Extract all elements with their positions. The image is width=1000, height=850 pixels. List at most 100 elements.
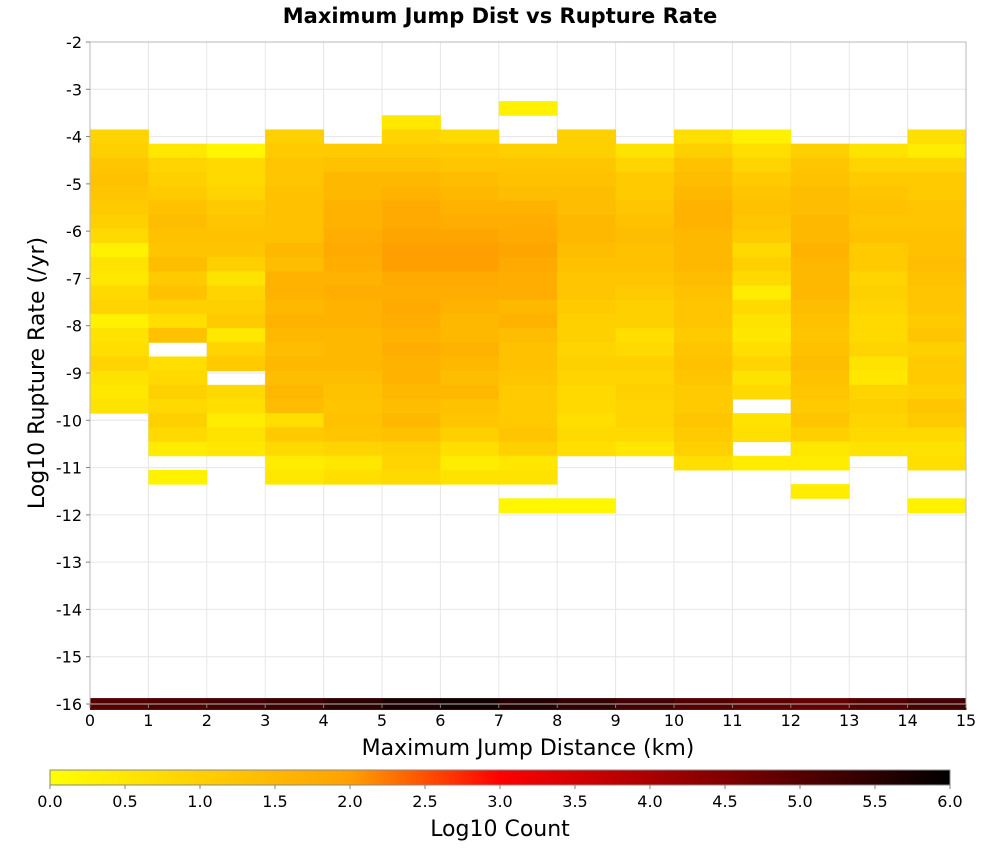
heatmap-cell (790, 413, 850, 428)
heatmap-cell (557, 143, 617, 159)
heatmap-cell (90, 242, 149, 258)
heatmap-cell (206, 157, 266, 173)
heatmap-cell (849, 356, 909, 372)
heatmap-cell (498, 413, 558, 428)
heatmap-cell (382, 328, 441, 343)
heatmap-cell (382, 427, 441, 443)
heatmap-cell (206, 299, 266, 315)
heatmap-cell (206, 413, 266, 428)
colorbar-tick-label: 3.5 (562, 792, 587, 811)
heatmap-cell (674, 356, 733, 372)
heatmap-cell (557, 214, 617, 230)
heatmap-cell (148, 328, 208, 343)
heatmap-cell (440, 441, 500, 457)
heatmap-cell (849, 200, 909, 216)
heatmap-cell (265, 455, 325, 471)
heatmap-cell (90, 186, 149, 201)
heatmap-cell (615, 328, 675, 343)
colorbar-tick-label: 4.5 (712, 792, 737, 811)
heatmap-cell (849, 143, 909, 159)
heatmap-cell (674, 299, 733, 315)
heatmap-cell (907, 214, 967, 230)
heatmap-cell (907, 384, 967, 400)
heatmap-cell (498, 271, 558, 287)
colorbar-ticks: 0.0 0.5 1.0 1.5 2.0 2.5 3.0 3.5 4.0 4.5 5.0 5.5 6.0 (37, 785, 963, 811)
heatmap-cell (615, 299, 675, 315)
heatmap-cell (615, 370, 675, 386)
heatmap-cell (440, 384, 500, 400)
heatmap-cell (148, 469, 208, 485)
heatmap-cell (674, 200, 733, 216)
heatmap-cell (498, 498, 558, 513)
heatmap-cell (907, 172, 967, 187)
heatmap-cell (615, 427, 675, 443)
x-tick-label: 3 (260, 711, 270, 730)
heatmap-cell (790, 313, 850, 329)
heatmap-cell (382, 172, 441, 187)
heatmap-cell (323, 441, 383, 457)
heatmap-cell (148, 172, 208, 187)
heatmap-cell (498, 143, 558, 159)
heatmap-cell (907, 427, 967, 443)
heatmap-cell (382, 342, 441, 357)
heatmap-cell (557, 172, 617, 187)
heatmap-cell (557, 242, 617, 258)
heatmap-cell (440, 186, 500, 201)
heatmap-cell (732, 228, 792, 244)
heatmap-cell (206, 384, 266, 400)
heatmap-cell (849, 399, 909, 414)
colorbar-tick-label: 5.5 (862, 792, 887, 811)
heatmap-cell (323, 370, 383, 386)
heatmap-cell (907, 157, 967, 173)
heatmap-cell (148, 370, 208, 386)
heatmap-cell (498, 469, 558, 485)
heatmap-cell (790, 200, 850, 216)
heatmap-cell (907, 356, 967, 372)
heatmap-cell (674, 399, 733, 414)
heatmap-cell (557, 157, 617, 173)
heatmap-cell (498, 242, 558, 258)
heatmap-cell (790, 441, 850, 457)
heatmap-cell (849, 299, 909, 315)
heatmap-cell (206, 186, 266, 201)
heatmap-cell (382, 242, 441, 258)
heatmap-cell (498, 356, 558, 372)
heatmap-cell (206, 271, 266, 287)
heatmap-cell (382, 157, 441, 173)
x-tick-label: 10 (664, 711, 684, 730)
colorbar-tick-label: 0.5 (112, 792, 137, 811)
y-tick-label: -7 (66, 269, 82, 288)
heatmap-cell (265, 427, 325, 443)
heatmap-cell (148, 271, 208, 287)
heatmap-cell (907, 455, 967, 471)
colorbar-tick-label: 6.0 (937, 792, 962, 811)
heatmap-cell (615, 285, 675, 301)
heatmap-cell (206, 228, 266, 244)
heatmap-cell (557, 228, 617, 244)
heatmap-cell (265, 399, 325, 414)
heatmap-cell (790, 299, 850, 315)
heatmap-cell (615, 257, 675, 272)
heatmap-cell (440, 399, 500, 414)
heatmap-cell (790, 455, 850, 471)
heatmap-cell (206, 328, 266, 343)
heatmap-cell (557, 257, 617, 272)
heatmap-cell (382, 399, 441, 414)
heatmap-cell (206, 356, 266, 372)
heatmap-cell (90, 200, 149, 216)
x-tick-label: 2 (202, 711, 212, 730)
heatmap-cell (90, 285, 149, 301)
heatmap-cell (148, 441, 208, 457)
heatmap-cell (498, 257, 558, 272)
heatmap-cell (732, 370, 792, 386)
heatmap-cell (790, 370, 850, 386)
heatmap-cell (732, 157, 792, 173)
heatmap-cell (907, 129, 967, 145)
heatmap-cell (732, 242, 792, 258)
heatmap-cell (907, 399, 967, 414)
heatmap-cell (732, 143, 792, 159)
heatmap-cell (148, 157, 208, 173)
heatmap-cell (674, 143, 733, 159)
heatmap-cell (382, 441, 441, 457)
heatmap-cell (557, 399, 617, 414)
